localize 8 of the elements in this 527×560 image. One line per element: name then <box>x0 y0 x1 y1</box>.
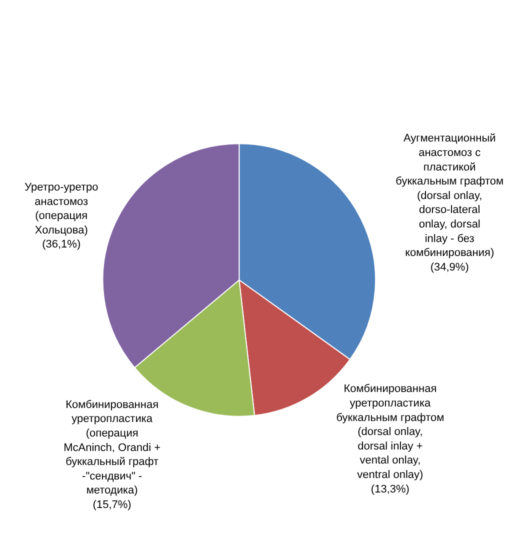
data-label: (34,9%) <box>430 261 469 274</box>
data-label: (15,7%) <box>92 499 132 512</box>
slice-label: Комбинированная уретропластика буккальным графтом (dorsal onlay, dorsal inlay + vental onlay, ventral onlay) <box>336 383 444 482</box>
category-label: Аугментационный анастомоз с пластикой буккальным графтом (dorsal onlay, dorso-lateral onlay, dorsal inlay - без комбинирования) <box>396 132 504 260</box>
data-label: (36,1%) <box>42 238 81 251</box>
slice-label: Уретро-уретро анастомоз (операция Хольцова) <box>24 182 98 236</box>
slice-label: Комбинированная уретропластика (операция McAninch, Orandi + буккальный графт -"сендвич" - методика) <box>64 398 161 497</box>
data-label: (13,3%) <box>370 483 410 496</box>
